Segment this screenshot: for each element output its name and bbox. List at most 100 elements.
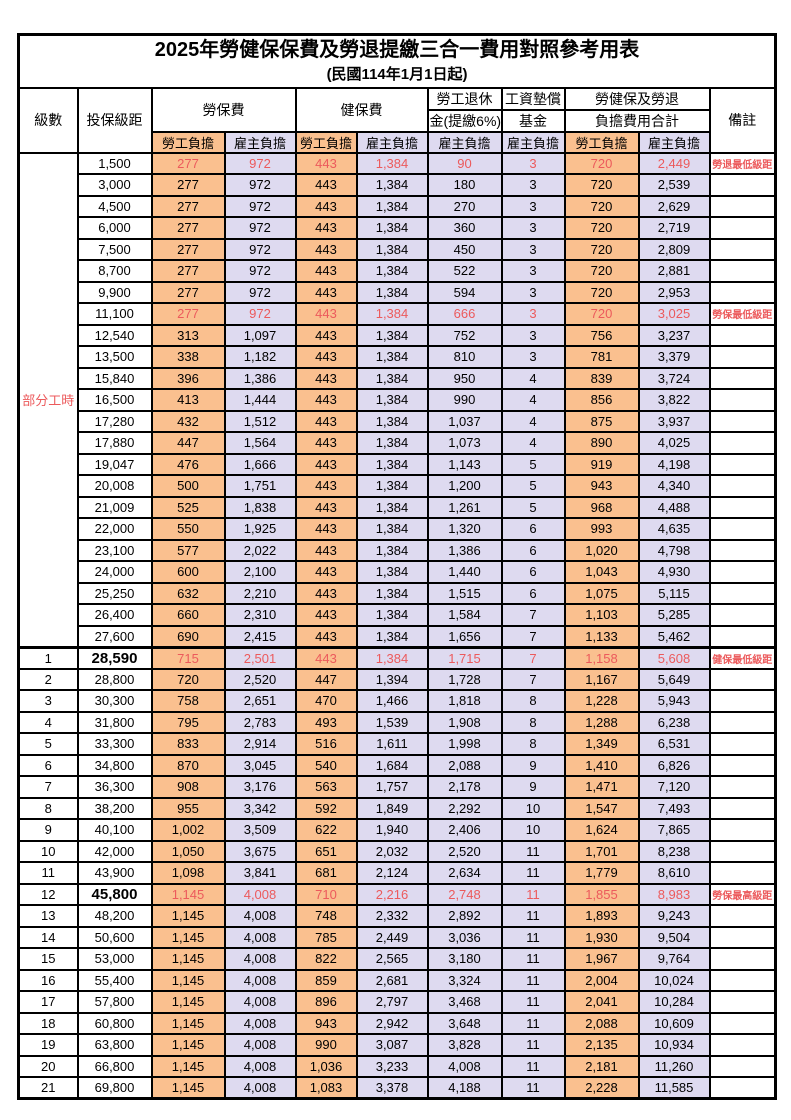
cell-labor-employer: 4,008 <box>223 990 297 1014</box>
cell-level: 17 <box>17 990 79 1014</box>
cell-total-employer: 3,937 <box>637 409 711 433</box>
cell-health-employee: 443 <box>294 216 358 240</box>
cell-labor-employer: 4,008 <box>223 947 297 971</box>
cell-health-employer: 1,384 <box>355 323 429 347</box>
cell-labor-employee: 277 <box>150 302 226 326</box>
cell-insured-bracket: 33,300 <box>76 732 153 756</box>
cell-total-employee: 756 <box>563 323 640 347</box>
cell-labor-employee: 277 <box>150 280 226 304</box>
cell-health-employee: 443 <box>294 259 358 283</box>
cell-pension-employer: 1,908 <box>426 710 503 734</box>
cell-total-employer: 8,610 <box>637 861 711 885</box>
cell-labor-employer: 3,176 <box>223 775 297 799</box>
cell-health-employee: 443 <box>294 452 358 476</box>
cell-health-employee: 748 <box>294 904 358 928</box>
cell-level: 21 <box>17 1076 79 1100</box>
cell-level: 15 <box>17 947 79 971</box>
cell-total-employer: 2,953 <box>637 280 711 304</box>
cell-total-employer: 10,284 <box>637 990 711 1014</box>
cell-health-employee: 592 <box>294 796 358 820</box>
cell-labor-employee: 277 <box>150 216 226 240</box>
cell-labor-employer: 4,008 <box>223 1054 297 1078</box>
reference-table-sheet: 2025年勞健保保費及勞退提繳三合一費用對照參考用表 (民國114年1月1日起)… <box>17 33 777 1100</box>
cell-remark <box>708 560 777 584</box>
cell-insured-bracket: 57,800 <box>76 990 153 1014</box>
cell-total-employer: 4,798 <box>637 538 711 562</box>
cell-remark <box>708 474 777 498</box>
cell-pension-employer: 4,188 <box>426 1076 503 1100</box>
cell-pension-employer: 90 <box>426 151 503 175</box>
cell-health-employer: 1,466 <box>355 689 429 713</box>
cell-health-employee: 443 <box>294 280 358 304</box>
table-row: 7,500 277 972 443 1,384 450 3 720 2,809 <box>19 237 777 261</box>
cell-health-employee: 651 <box>294 839 358 863</box>
cell-total-employee: 1,158 <box>563 645 640 670</box>
cell-total-employee: 2,004 <box>563 968 640 992</box>
cell-pension-employer: 3,468 <box>426 990 503 1014</box>
cell-level: 5 <box>17 732 79 756</box>
cell-labor-employer: 2,100 <box>223 560 297 584</box>
cell-pension-employer: 2,634 <box>426 861 503 885</box>
cell-insured-bracket: 8,700 <box>76 259 153 283</box>
cell-insured-bracket: 17,280 <box>76 409 153 433</box>
cell-wage-fund-employer: 11 <box>500 1054 566 1078</box>
cell-labor-employer: 1,666 <box>223 452 297 476</box>
cell-total-employee: 1,930 <box>563 925 640 949</box>
cell-total-employer: 4,340 <box>637 474 711 498</box>
cell-pension-employer: 810 <box>426 345 503 369</box>
cell-total-employee: 1,893 <box>563 904 640 928</box>
table-row: 25,250 632 2,210 443 1,384 1,515 6 1,075 5,115 <box>19 581 777 605</box>
cell-wage-fund-employer: 11 <box>500 882 566 906</box>
cell-total-employee: 1,103 <box>563 603 640 627</box>
cell-pension-employer: 522 <box>426 259 503 283</box>
cell-total-employer: 7,120 <box>637 775 711 799</box>
cell-total-employee: 1,471 <box>563 775 640 799</box>
cell-health-employee: 859 <box>294 968 358 992</box>
cell-insured-bracket: 4,500 <box>76 194 153 218</box>
cell-labor-employee: 1,145 <box>150 990 226 1014</box>
cell-remark <box>708 581 777 605</box>
table-row: 24,000 600 2,100 443 1,384 1,440 6 1,043 4,930 <box>19 560 777 584</box>
cell-total-employee: 1,020 <box>563 538 640 562</box>
cell-remark <box>708 538 777 562</box>
cell-pension-employer: 2,520 <box>426 839 503 863</box>
cell-health-employer: 1,384 <box>355 216 429 240</box>
cell-wage-fund-employer: 3 <box>500 173 566 197</box>
cell-wage-fund-employer: 7 <box>500 624 566 648</box>
cell-labor-employer: 1,512 <box>223 409 297 433</box>
cell-insured-bracket: 31,800 <box>76 710 153 734</box>
cell-insured-bracket: 36,300 <box>76 775 153 799</box>
cell-health-employer: 2,332 <box>355 904 429 928</box>
cell-health-employee: 563 <box>294 775 358 799</box>
cell-total-employer: 4,635 <box>637 517 711 541</box>
header-total-line1: 勞健保及勞退 <box>563 86 711 111</box>
cell-total-employer: 8,983 <box>637 882 711 906</box>
cell-labor-employee: 1,050 <box>150 839 226 863</box>
header-wage-fund-line2: 基金 <box>500 108 566 133</box>
cell-remark <box>708 280 777 304</box>
table-row: 7 36,300 908 3,176 563 1,757 2,178 9 1,471 7,120 <box>17 775 777 799</box>
cell-wage-fund-employer: 11 <box>500 1033 566 1057</box>
subheader-wage-fund-employer: 雇主負擔 <box>500 130 566 154</box>
cell-labor-employer: 1,564 <box>223 431 297 455</box>
cell-total-employer: 5,115 <box>637 581 711 605</box>
cell-remark <box>708 409 777 433</box>
table-row: 19 63,800 1,145 4,008 990 3,087 3,828 11 2,135 10… <box>17 1033 777 1057</box>
cell-pension-employer: 1,728 <box>426 667 503 691</box>
cell-labor-employer: 2,651 <box>223 689 297 713</box>
cell-pension-employer: 3,324 <box>426 968 503 992</box>
header-remarks: 備註 <box>708 86 777 154</box>
cell-health-employee: 1,036 <box>294 1054 358 1078</box>
cell-total-employer: 7,493 <box>637 796 711 820</box>
cell-wage-fund-employer: 3 <box>500 194 566 218</box>
cell-total-employee: 1,133 <box>563 624 640 648</box>
cell-health-employee: 443 <box>294 624 358 648</box>
cell-labor-employer: 972 <box>223 237 297 261</box>
cell-pension-employer: 2,748 <box>426 882 503 906</box>
cell-health-employee: 443 <box>294 495 358 519</box>
cell-total-employer: 10,024 <box>637 968 711 992</box>
cell-health-employer: 2,216 <box>355 882 429 906</box>
table-row: 20,008 500 1,751 443 1,384 1,200 5 943 4,340 <box>19 474 777 498</box>
cell-total-employee: 2,228 <box>563 1076 640 1100</box>
cell-level: 18 <box>17 1011 79 1035</box>
